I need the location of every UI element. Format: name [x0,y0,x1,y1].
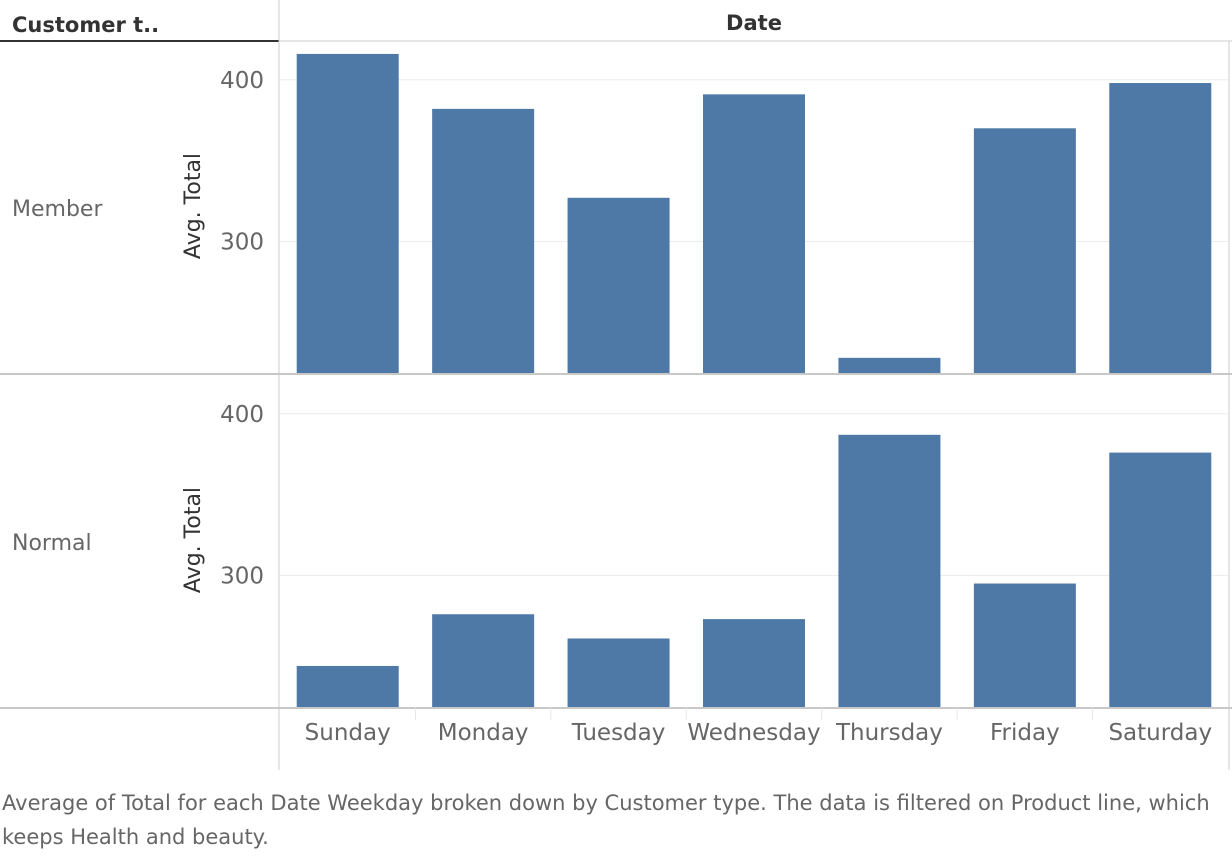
x-tick-label-saturday[interactable]: Saturday [1108,720,1212,746]
bar-normal-friday[interactable] [973,583,1076,707]
row-label-normal[interactable]: Normal [12,531,92,556]
bar-member-thursday[interactable] [838,357,941,373]
x-tick-label-monday[interactable]: Monday [438,720,529,746]
x-tick-label-tuesday[interactable]: Tuesday [571,720,666,746]
column-field-header[interactable]: Date [726,11,782,35]
bar-member-wednesday[interactable] [703,94,805,373]
bar-normal-tuesday[interactable] [567,638,670,707]
y-tick-label: 300 [220,563,264,589]
panel-member: 300 400 Member Avg. Total [0,53,1232,375]
panel-normal: 300 400 Normal Avg. Total [0,402,1232,709]
y-tick-label: 400 [220,68,264,94]
bar-member-tuesday[interactable] [567,197,670,373]
y-axis-title: Avg. Total [181,153,206,259]
bar-normal-sunday[interactable] [296,665,399,707]
x-tick-label-sunday[interactable]: Sunday [305,720,391,746]
bar-member-sunday[interactable] [296,53,399,373]
bar-normal-saturday[interactable] [1109,452,1212,707]
x-tick-label-friday[interactable]: Friday [990,720,1060,746]
bar-chart: Customer t.. Date 300 400 Member Avg. Total… [0,0,1232,770]
row-field-header[interactable]: Customer t.. [12,13,159,37]
bar-member-friday[interactable] [973,128,1076,373]
y-tick-label: 400 [220,402,264,428]
x-tick-label-wednesday[interactable]: Wednesday [687,720,820,746]
x-tick-label-thursday[interactable]: Thursday [835,720,943,746]
bar-normal-wednesday[interactable] [703,619,805,707]
bar-normal-thursday[interactable] [838,434,941,707]
y-tick-label: 300 [220,229,264,255]
y-axis-title: Avg. Total [181,487,206,593]
bar-member-monday[interactable] [432,108,535,374]
chart-caption: Average of Total for each Date Weekday b… [2,791,1210,849]
bar-normal-monday[interactable] [432,614,535,707]
row-label-member[interactable]: Member [12,197,103,222]
bar-member-saturday[interactable] [1109,83,1212,374]
